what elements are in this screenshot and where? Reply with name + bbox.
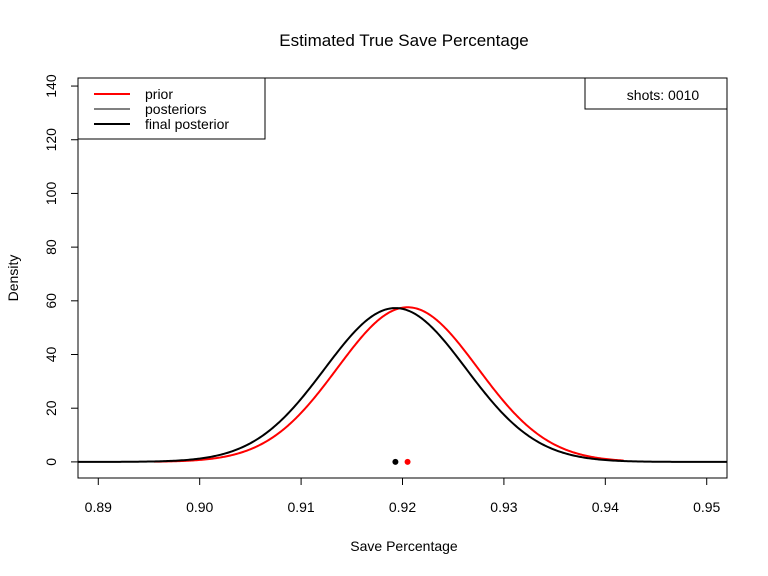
x-axis: 0.89 0.90 0.91 0.92 0.93 0.94 0.95 — [85, 477, 721, 515]
curves — [78, 306, 727, 463]
x-tick-label: 0.91 — [287, 499, 314, 515]
prior-curve — [154, 306, 624, 463]
y-tick-label: 140 — [43, 74, 59, 98]
shots-text: shots: 0010 — [627, 87, 700, 103]
chart-title: Estimated True Save Percentage — [279, 31, 528, 50]
y-tick-label: 60 — [43, 293, 59, 309]
legend-label: final posterior — [145, 116, 229, 132]
x-tick-label: 0.95 — [693, 499, 720, 515]
prior-point — [404, 458, 411, 465]
shots-box: shots: 0010 — [584, 77, 728, 110]
points — [392, 458, 411, 465]
x-tick-label: 0.93 — [490, 499, 517, 515]
final-posterior-curve — [78, 307, 727, 463]
x-axis-label: Save Percentage — [350, 538, 458, 554]
legend-label: posteriors — [145, 101, 206, 117]
y-tick-label: 20 — [43, 400, 59, 416]
y-axis-label: Density — [5, 255, 21, 302]
x-tick-label: 0.89 — [85, 499, 112, 515]
y-axis: 0 20 40 60 80 100 120 140 — [43, 74, 79, 466]
x-tick-label: 0.92 — [389, 499, 416, 515]
final-posterior-point — [392, 458, 399, 465]
y-tick-label: 120 — [43, 128, 59, 152]
y-tick-label: 100 — [43, 182, 59, 206]
y-tick-label: 0 — [43, 458, 59, 466]
shots-box-frame — [584, 77, 728, 110]
y-tick-label: 40 — [43, 347, 59, 363]
x-tick-label: 0.90 — [186, 499, 213, 515]
legend-label: prior — [145, 86, 173, 102]
x-tick-label: 0.94 — [592, 499, 619, 515]
y-tick-label: 80 — [43, 239, 59, 255]
